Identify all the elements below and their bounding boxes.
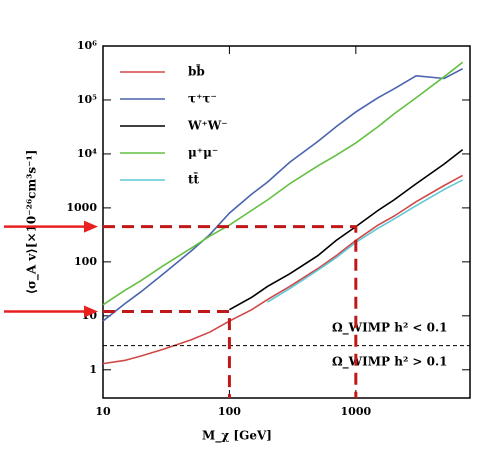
legend-label: τ⁺τ⁻ — [188, 92, 217, 106]
annotation: Ω_WIMP h² < 0.1 — [332, 321, 448, 336]
arrow-head — [84, 220, 98, 233]
x-tick-label: 100 — [218, 405, 241, 418]
y-tick-label: 1000 — [66, 201, 97, 214]
legend-label: bb̄ — [188, 62, 205, 78]
x-tick-label: 10 — [95, 405, 111, 418]
marker-line — [103, 310, 231, 398]
legend-label: W⁺W⁻ — [187, 119, 228, 133]
series-line — [229, 149, 464, 311]
series-line — [267, 179, 464, 303]
series-line — [102, 67, 464, 322]
x-axis-label: M_χ [GeV] — [202, 429, 272, 444]
series-line — [102, 174, 464, 365]
y-tick-label: 10⁴ — [77, 147, 97, 160]
plot-frame — [102, 45, 471, 399]
arrow-head — [84, 305, 98, 318]
series-line — [102, 61, 464, 306]
legend-label: μ⁺μ⁻ — [188, 146, 218, 160]
annotation: Ω_WIMP h² > 0.1 — [332, 355, 448, 370]
y-tick-label: 10⁶ — [77, 39, 97, 52]
y-tick-label: 1 — [89, 363, 97, 376]
y-tick-label: 10⁵ — [77, 93, 97, 106]
y-tick-label: 100 — [74, 255, 97, 268]
y-axis-label: ⟨σ_A v⟩[×10⁻²⁶cm³s⁻¹] — [25, 150, 40, 295]
legend-label: tt̄ — [188, 170, 200, 186]
marker-line — [103, 225, 358, 398]
x-tick-label: 1000 — [341, 405, 372, 418]
